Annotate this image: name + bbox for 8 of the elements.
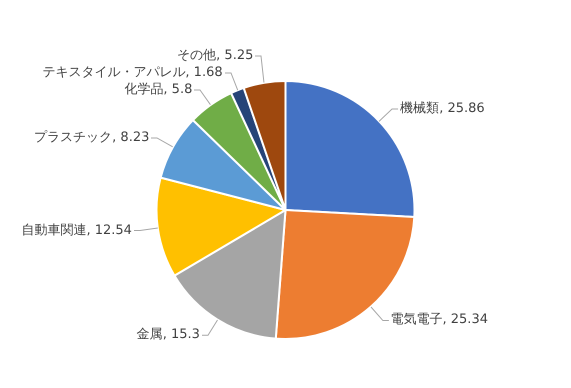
slice-label: プラスチック, 8.23 [34,128,150,147]
slice-label: 機械類, 25.86 [400,100,485,118]
slice-label: 化学品, 5.8 [124,81,192,100]
slice-label: 金属, 15.3 [136,326,200,344]
slice-label: 自動車関連, 12.54 [21,222,132,240]
slice-label: その他, 5.25 [177,47,254,66]
slice-label: テキスタイル・アパレル, 1.68 [42,64,223,82]
slice-label: 電気電子, 25.34 [390,311,488,330]
